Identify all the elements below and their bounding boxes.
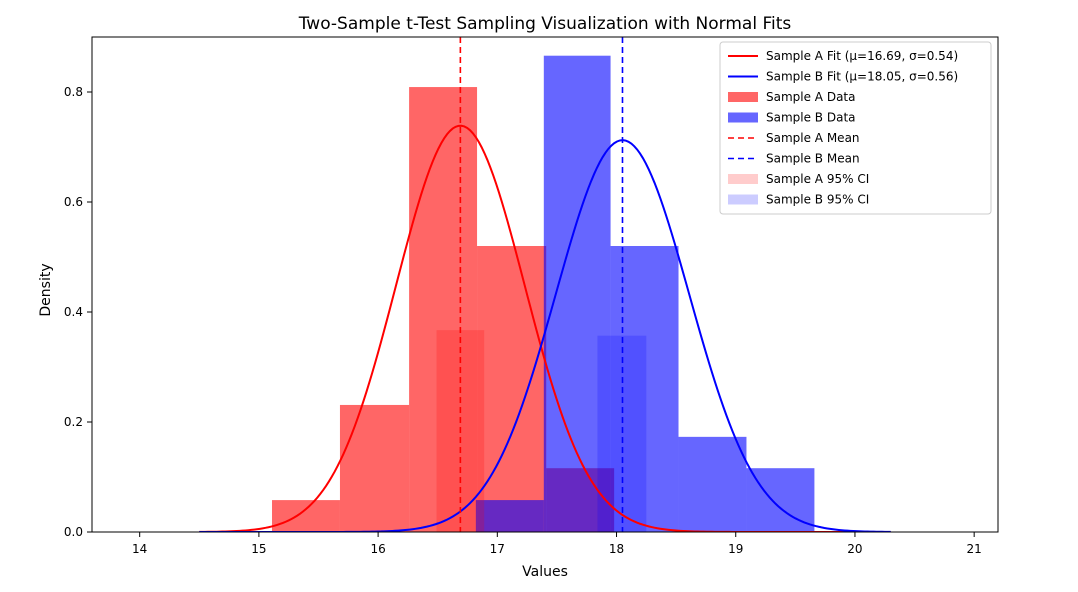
plot-area — [199, 37, 891, 532]
x-tick-label: 21 — [967, 542, 982, 556]
legend-label: Sample B Fit (μ=18.05, σ=0.56) — [766, 70, 958, 84]
histogram-bar — [477, 246, 547, 532]
x-tick-label: 15 — [251, 542, 266, 556]
histogram-bar — [272, 500, 340, 532]
legend-label: Sample B Mean — [766, 152, 860, 166]
legend-label: Sample B Data — [766, 111, 856, 125]
x-tick-label: 16 — [370, 542, 385, 556]
x-tick-label: 14 — [132, 542, 147, 556]
y-tick-label: 0.0 — [64, 525, 83, 539]
histogram-bar — [475, 500, 544, 532]
legend-label: Sample B 95% CI — [766, 193, 869, 207]
y-tick-label: 0.4 — [64, 305, 83, 319]
chart-title: Two-Sample t-Test Sampling Visualization… — [298, 14, 792, 34]
histogram-bar — [339, 404, 410, 532]
y-tick-label: 0.6 — [64, 195, 83, 209]
y-tick-label: 0.2 — [64, 415, 83, 429]
y-tick-label: 0.8 — [64, 85, 83, 99]
legend-label: Sample A Data — [766, 90, 855, 104]
legend-label: Sample A 95% CI — [766, 172, 869, 186]
y-axis: 0.0 0.2 0.4 0.6 0.8 — [64, 85, 92, 539]
y-axis-label: Density — [38, 263, 54, 316]
legend: Sample A Fit (μ=16.69, σ=0.54) Sample B F… — [719, 41, 992, 215]
x-tick-label: 20 — [847, 542, 862, 556]
legend-patch-swatch — [728, 194, 758, 205]
plot-frame — [91, 36, 999, 533]
legend-patch-swatch — [728, 112, 758, 123]
legend-box — [719, 41, 992, 215]
x-tick-label: 19 — [728, 542, 743, 556]
legend-label: Sample A Mean — [766, 131, 860, 145]
legend-label: Sample A Fit (μ=16.69, σ=0.54) — [766, 49, 958, 63]
legend-patch-swatch — [728, 174, 758, 184]
legend-patch-swatch — [728, 92, 758, 102]
x-axis-label: Values — [522, 564, 568, 580]
normal-fit-curve — [199, 124, 891, 532]
x-tick-label: 18 — [609, 542, 624, 556]
x-axis: 14 15 16 17 18 19 20 21 — [132, 532, 982, 556]
x-tick-label: 17 — [490, 542, 505, 556]
histogram-bar — [678, 436, 747, 532]
histogram-bar — [409, 87, 478, 532]
